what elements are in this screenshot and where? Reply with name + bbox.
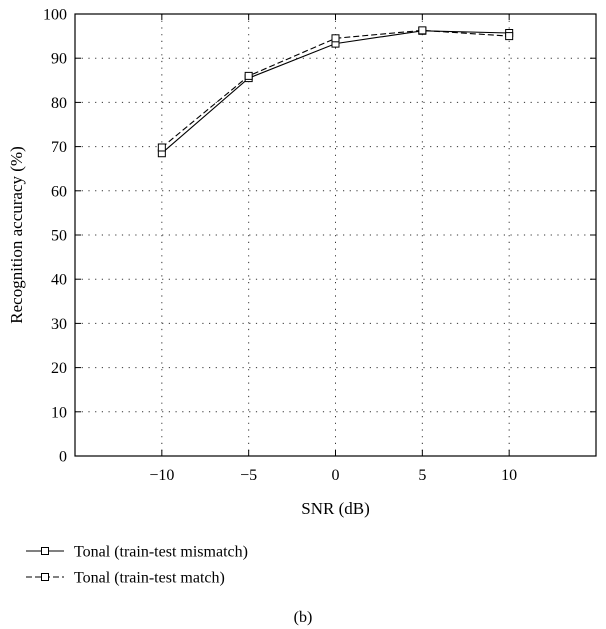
y-tick-label: 70 [51,139,67,156]
legend-marker-swatch [41,547,49,555]
y-axis-label: Recognition accuracy (%) [7,146,26,323]
series-1 [157,26,514,158]
y-tick-label: 30 [51,316,67,333]
y-tick-label: 40 [51,272,67,289]
legend-label: Tonal (train-test mismatch) [74,544,248,561]
x-tick-label: −5 [240,467,257,484]
legend-item: Tonal (train-test mismatch) [26,544,248,561]
y-tick-label: 10 [51,404,67,421]
y-tick-label: 60 [51,183,67,200]
legend-label: Tonal (train-test match) [74,570,225,587]
y-tick-label: 80 [51,95,67,112]
series-layer [157,26,514,158]
legend-marker-swatch [41,573,49,581]
x-tick-label: 5 [418,467,426,484]
x-tick-label: −10 [149,467,174,484]
y-tick-label: 0 [59,449,67,466]
axis-ticks: 0 10 20 30 40 50 60 70 80 90 100 −10 −5 0 5 10 [43,7,596,484]
data-point-marker [331,34,340,43]
y-tick-label: 20 [51,360,67,377]
y-tick-label: 100 [43,7,67,24]
data-point-marker [418,26,427,35]
x-tick-label: 0 [332,467,340,484]
figure-caption: (b) [294,609,313,626]
data-point-marker [157,143,166,152]
x-tick-label: 10 [501,467,517,484]
series-2 [157,26,514,152]
legend-item: Tonal (train-test match) [26,570,225,587]
grid [75,14,596,456]
y-tick-label: 90 [51,51,67,68]
legend: Tonal (train-test mismatch) Tonal (train-… [26,544,248,587]
x-axis-label: SNR (dB) [301,499,369,518]
y-tick-label: 50 [51,228,67,245]
data-point-marker [505,32,514,41]
data-point-marker [244,71,253,80]
